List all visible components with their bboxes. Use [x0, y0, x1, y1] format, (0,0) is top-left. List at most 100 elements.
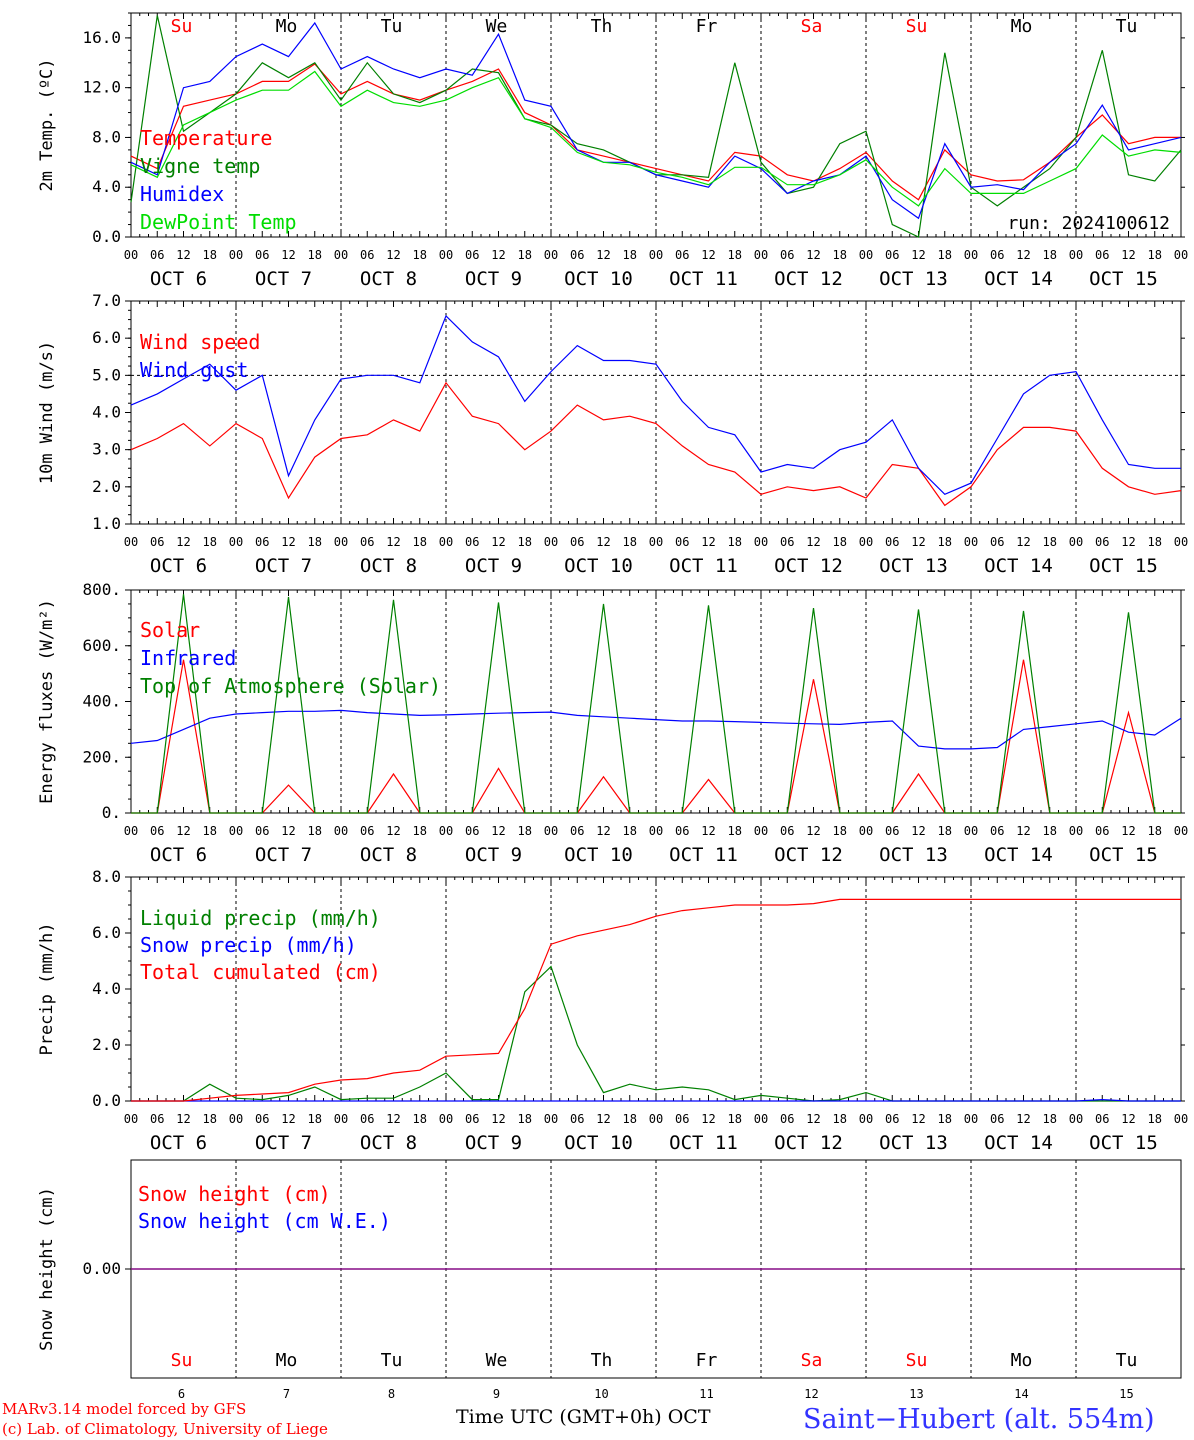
series-line [131, 594, 1181, 814]
date-label: OCT 15 [1089, 844, 1158, 866]
series-line [131, 898, 1181, 1102]
hour-label: 06 [1095, 535, 1109, 549]
y-tick-label: 6.0 [92, 328, 121, 347]
hour-label: 00 [649, 535, 663, 549]
hour-label: 00 [124, 248, 138, 262]
hour-label: 06 [150, 1112, 164, 1126]
hour-label: 06 [675, 824, 689, 838]
hour-label: 00 [1174, 824, 1188, 838]
hour-label: 18 [728, 248, 742, 262]
hour-label: 06 [150, 824, 164, 838]
date-label: OCT 14 [984, 1132, 1053, 1154]
hour-label: 06 [360, 824, 374, 838]
hour-label: 12 [911, 1112, 925, 1126]
hour-label: 06 [570, 824, 584, 838]
hour-label: 00 [1069, 1112, 1083, 1126]
legend-entry: Snow precip (mm/h) [140, 933, 357, 957]
hour-label: 06 [990, 248, 1004, 262]
hour-label: 18 [938, 1112, 952, 1126]
hour-label: 12 [806, 248, 820, 262]
hour-label: 18 [413, 248, 427, 262]
hour-label: 00 [544, 535, 558, 549]
station-location: Saint−Hubert (alt. 554m) [803, 1404, 1155, 1435]
hour-label: 18 [728, 1112, 742, 1126]
hour-label: 06 [360, 248, 374, 262]
day-number-label: 11 [699, 1387, 713, 1401]
hour-label: 06 [990, 1112, 1004, 1126]
legend-entry: Solar [140, 618, 200, 642]
series-line [130, 21, 1182, 220]
hour-label: 06 [675, 535, 689, 549]
panel-1: 0.0 4.0 8.0 12.0 16.0 2m Temp. (ºC) Temperatur… [37, 12, 1188, 290]
hour-label: 06 [255, 1112, 269, 1126]
legend-entry: Wind speed [140, 330, 260, 354]
date-label: OCT 13 [879, 555, 948, 577]
hour-label: 00 [754, 535, 768, 549]
hour-label: 00 [964, 535, 978, 549]
hour-label: 18 [1148, 248, 1162, 262]
hour-label: 06 [780, 535, 794, 549]
panel-5: 0.00 Snow height (cm) Snow height (cm) Snow… [37, 1159, 1185, 1379]
hour-label: 00 [544, 1112, 558, 1126]
date-label: OCT 14 [984, 844, 1053, 866]
date-label: OCT 11 [669, 844, 738, 866]
hour-label: 00 [859, 248, 873, 262]
y-tick-label: 4.0 [92, 177, 121, 196]
date-label: OCT 9 [465, 1132, 522, 1154]
hour-label: 06 [780, 1112, 794, 1126]
hour-label: 12 [596, 248, 610, 262]
hour-label: 06 [675, 248, 689, 262]
series-line [130, 15, 1182, 238]
hour-label: 06 [570, 248, 584, 262]
y-tick-label: 0.0 [92, 227, 121, 246]
hour-label: 18 [1043, 1112, 1057, 1126]
hour-label: 18 [623, 248, 637, 262]
legend-entry: Snow height (cm) [138, 1182, 331, 1206]
date-label: OCT 7 [255, 555, 312, 577]
date-label: OCT 6 [150, 268, 207, 290]
date-label: OCT 8 [360, 844, 417, 866]
weekday-label-top: Th [591, 16, 613, 37]
hour-label: 00 [544, 824, 558, 838]
hour-label: 06 [255, 535, 269, 549]
weekday-label-top: Fr [696, 16, 718, 37]
series-line [130, 70, 1182, 207]
hour-label: 12 [806, 535, 820, 549]
hour-label: 18 [413, 535, 427, 549]
hour-label: 12 [176, 535, 190, 549]
date-label: OCT 10 [564, 844, 633, 866]
day-number-label: 10 [594, 1387, 608, 1401]
hour-label: 18 [308, 1112, 322, 1126]
y-tick-label: 2.0 [92, 477, 121, 496]
hour-label: 18 [203, 824, 217, 838]
day-number-label: 8 [388, 1387, 395, 1401]
hour-label: 00 [754, 824, 768, 838]
hour-label: 00 [124, 1112, 138, 1126]
hour-label: 06 [1095, 248, 1109, 262]
date-label: OCT 10 [564, 268, 633, 290]
day-number-label: 7 [283, 1387, 290, 1401]
y-axis-label: Precip (mm/h) [37, 922, 57, 1055]
weekday-label-top: Tu [381, 16, 403, 37]
y-tick-label: 400. [82, 692, 121, 711]
weekday-label-bottom: Su [906, 1350, 928, 1371]
hour-label: 18 [518, 248, 532, 262]
plot-frame [130, 12, 1182, 238]
hour-label: 00 [859, 535, 873, 549]
hour-label: 18 [833, 535, 847, 549]
hour-label: 12 [701, 824, 715, 838]
hour-label: 06 [360, 535, 374, 549]
y-tick-label: 6.0 [92, 923, 121, 942]
weekday-label-top: We [486, 16, 508, 37]
hour-label: 18 [203, 535, 217, 549]
date-label: OCT 6 [150, 555, 207, 577]
day-number-label: 9 [493, 1387, 500, 1401]
y-tick-label: 7.0 [92, 291, 121, 310]
hour-label: 00 [964, 824, 978, 838]
hour-label: 12 [911, 535, 925, 549]
hour-label: 18 [623, 535, 637, 549]
date-label: OCT 9 [465, 268, 522, 290]
y-axis-label: Energy fluxes (W/m²) [37, 599, 57, 804]
hour-label: 18 [413, 824, 427, 838]
hour-label: 00 [439, 824, 453, 838]
